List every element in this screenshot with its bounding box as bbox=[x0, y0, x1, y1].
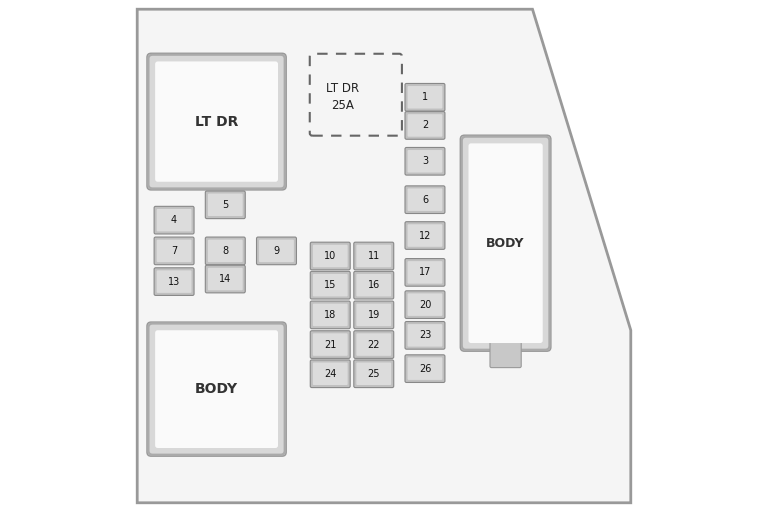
FancyBboxPatch shape bbox=[310, 331, 350, 358]
FancyBboxPatch shape bbox=[405, 355, 445, 382]
Text: 15: 15 bbox=[324, 280, 336, 290]
Text: 21: 21 bbox=[324, 339, 336, 350]
Text: LT DR: LT DR bbox=[326, 82, 359, 95]
FancyBboxPatch shape bbox=[157, 240, 191, 262]
Text: 22: 22 bbox=[368, 339, 380, 350]
Text: 26: 26 bbox=[419, 364, 431, 374]
FancyBboxPatch shape bbox=[354, 331, 394, 358]
FancyBboxPatch shape bbox=[354, 271, 394, 299]
FancyBboxPatch shape bbox=[148, 324, 285, 455]
FancyBboxPatch shape bbox=[205, 237, 245, 265]
FancyBboxPatch shape bbox=[313, 274, 348, 296]
Text: BODY: BODY bbox=[486, 237, 525, 250]
FancyBboxPatch shape bbox=[310, 301, 350, 329]
FancyBboxPatch shape bbox=[157, 270, 191, 293]
FancyBboxPatch shape bbox=[460, 135, 551, 351]
FancyBboxPatch shape bbox=[313, 245, 348, 267]
Text: 23: 23 bbox=[419, 330, 431, 340]
Text: BODY: BODY bbox=[195, 382, 238, 396]
Text: 16: 16 bbox=[368, 280, 380, 290]
FancyBboxPatch shape bbox=[408, 293, 442, 316]
FancyBboxPatch shape bbox=[408, 261, 442, 284]
FancyBboxPatch shape bbox=[356, 333, 391, 356]
FancyBboxPatch shape bbox=[408, 324, 442, 347]
FancyBboxPatch shape bbox=[408, 357, 442, 380]
FancyBboxPatch shape bbox=[157, 209, 191, 231]
Text: 3: 3 bbox=[422, 156, 428, 166]
FancyBboxPatch shape bbox=[462, 137, 549, 350]
Polygon shape bbox=[137, 9, 631, 503]
Text: 5: 5 bbox=[222, 200, 228, 210]
Text: 17: 17 bbox=[419, 267, 431, 278]
Text: 24: 24 bbox=[324, 369, 336, 379]
Text: 13: 13 bbox=[168, 276, 180, 287]
FancyBboxPatch shape bbox=[310, 360, 350, 388]
FancyBboxPatch shape bbox=[208, 194, 243, 216]
FancyBboxPatch shape bbox=[405, 222, 445, 249]
FancyBboxPatch shape bbox=[310, 271, 350, 299]
FancyBboxPatch shape bbox=[408, 188, 442, 211]
FancyBboxPatch shape bbox=[408, 150, 442, 173]
Text: 12: 12 bbox=[419, 230, 431, 241]
FancyBboxPatch shape bbox=[155, 61, 278, 182]
FancyBboxPatch shape bbox=[408, 224, 442, 247]
FancyBboxPatch shape bbox=[155, 330, 278, 448]
FancyBboxPatch shape bbox=[259, 240, 294, 262]
Text: 11: 11 bbox=[368, 251, 380, 261]
Text: 4: 4 bbox=[171, 215, 177, 225]
FancyBboxPatch shape bbox=[356, 274, 391, 296]
Text: 10: 10 bbox=[324, 251, 336, 261]
Text: 19: 19 bbox=[368, 310, 380, 320]
Text: 6: 6 bbox=[422, 195, 428, 205]
FancyBboxPatch shape bbox=[208, 268, 243, 290]
FancyBboxPatch shape bbox=[468, 143, 543, 343]
FancyBboxPatch shape bbox=[354, 301, 394, 329]
FancyBboxPatch shape bbox=[405, 112, 445, 139]
FancyBboxPatch shape bbox=[257, 237, 296, 265]
FancyBboxPatch shape bbox=[354, 360, 394, 388]
FancyBboxPatch shape bbox=[356, 304, 391, 326]
FancyBboxPatch shape bbox=[147, 322, 286, 456]
Text: 7: 7 bbox=[171, 246, 177, 256]
Text: 2: 2 bbox=[422, 120, 428, 131]
FancyBboxPatch shape bbox=[154, 237, 194, 265]
FancyBboxPatch shape bbox=[405, 259, 445, 286]
FancyBboxPatch shape bbox=[313, 362, 348, 385]
FancyBboxPatch shape bbox=[405, 83, 445, 111]
FancyBboxPatch shape bbox=[356, 362, 391, 385]
FancyBboxPatch shape bbox=[405, 291, 445, 318]
FancyBboxPatch shape bbox=[208, 240, 243, 262]
FancyBboxPatch shape bbox=[356, 245, 391, 267]
Text: 14: 14 bbox=[219, 274, 231, 284]
Text: 1: 1 bbox=[422, 92, 428, 102]
FancyBboxPatch shape bbox=[313, 304, 348, 326]
Text: 25A: 25A bbox=[332, 99, 355, 113]
Text: 9: 9 bbox=[273, 246, 280, 256]
Text: 20: 20 bbox=[419, 300, 431, 310]
FancyBboxPatch shape bbox=[490, 342, 521, 368]
Text: LT DR: LT DR bbox=[195, 115, 238, 129]
FancyBboxPatch shape bbox=[354, 242, 394, 270]
FancyBboxPatch shape bbox=[205, 191, 245, 219]
FancyBboxPatch shape bbox=[405, 186, 445, 214]
Text: 18: 18 bbox=[324, 310, 336, 320]
FancyBboxPatch shape bbox=[148, 55, 285, 188]
FancyBboxPatch shape bbox=[313, 333, 348, 356]
FancyBboxPatch shape bbox=[405, 322, 445, 349]
Text: 8: 8 bbox=[222, 246, 228, 256]
FancyBboxPatch shape bbox=[147, 53, 286, 190]
FancyBboxPatch shape bbox=[154, 268, 194, 295]
FancyBboxPatch shape bbox=[205, 265, 245, 293]
FancyBboxPatch shape bbox=[405, 147, 445, 175]
FancyBboxPatch shape bbox=[408, 114, 442, 137]
Text: 25: 25 bbox=[368, 369, 380, 379]
FancyBboxPatch shape bbox=[154, 206, 194, 234]
FancyBboxPatch shape bbox=[408, 86, 442, 109]
FancyBboxPatch shape bbox=[310, 242, 350, 270]
